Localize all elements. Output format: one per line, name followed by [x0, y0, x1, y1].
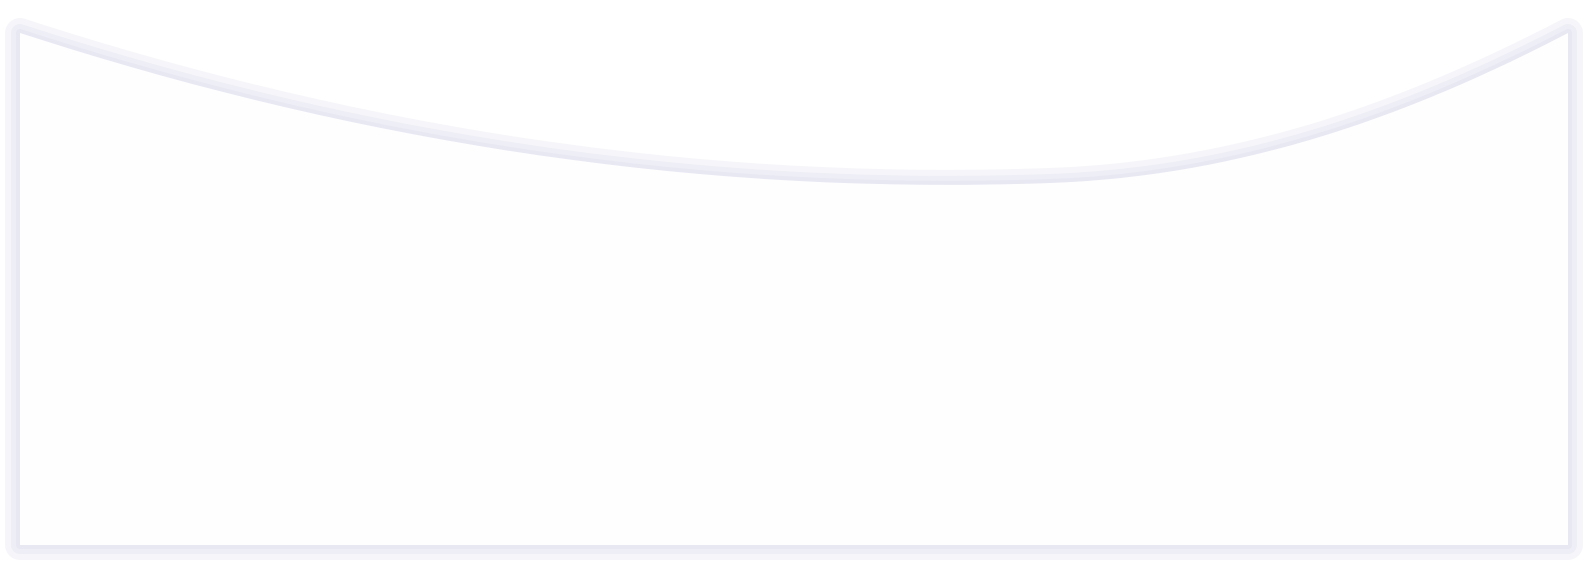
panel-body	[20, 33, 1568, 545]
